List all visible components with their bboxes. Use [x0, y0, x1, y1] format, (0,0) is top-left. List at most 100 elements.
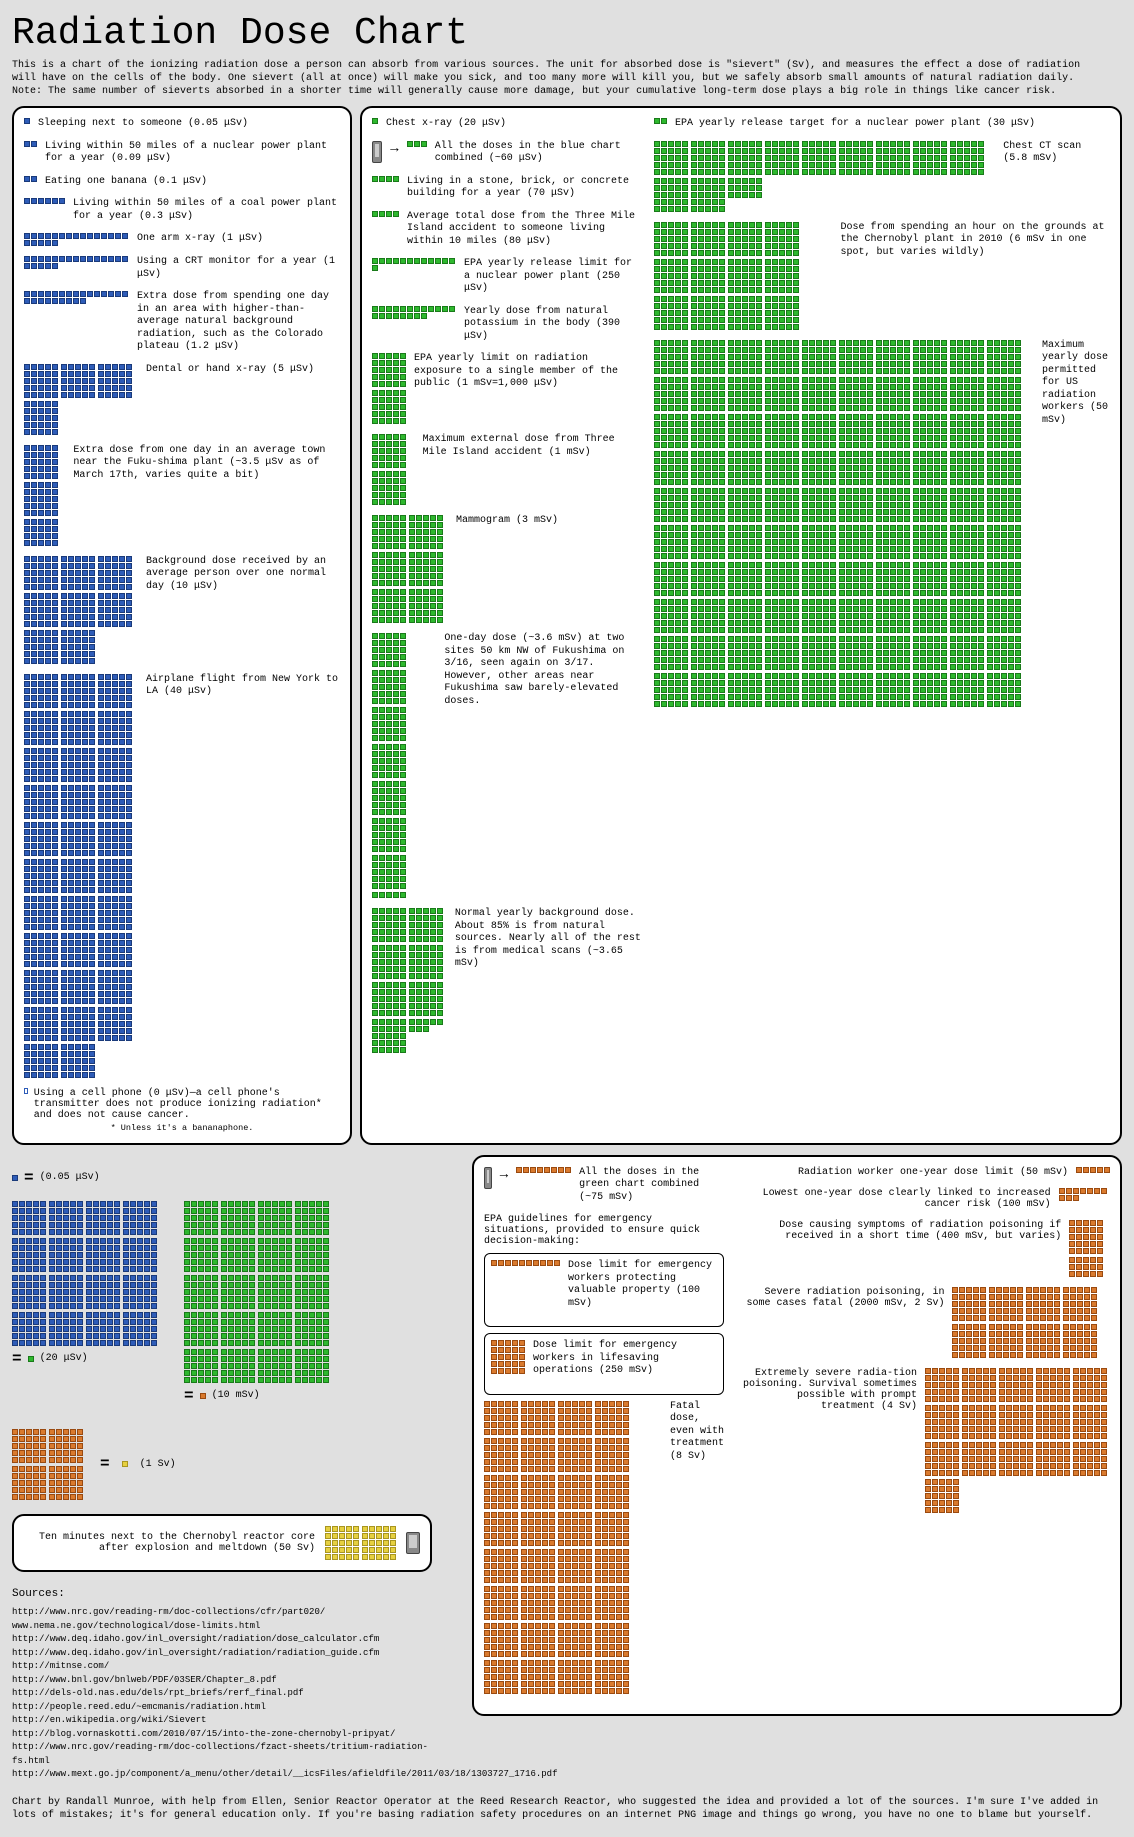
- dose-item: One-day dose (~3.6 mSv) at two sites 50 …: [372, 633, 642, 898]
- dose-label: Living within 50 miles of a nuclear powe…: [45, 141, 340, 166]
- dose-label: Dose limit for emergency workers in life…: [533, 1340, 717, 1378]
- dose-item: Dose from spending an hour on the ground…: [654, 222, 1110, 330]
- dose-blocks: [1076, 1167, 1110, 1173]
- dose-blocks: [24, 556, 138, 664]
- sources-title: Sources:: [12, 1586, 452, 1603]
- cellphone-note: Using a cell phone (0 μSv)—a cell phone'…: [34, 1088, 340, 1121]
- dose-item: Average total dose from the Three Mile I…: [372, 211, 642, 249]
- dose-blocks: [24, 118, 30, 124]
- phone-icon: [372, 141, 382, 163]
- dose-label: EPA yearly release target for a nuclear …: [675, 118, 1035, 131]
- legend-blue: =(0.05 μSv): [12, 1169, 452, 1187]
- dose-blocks: [24, 674, 138, 1078]
- dose-label: Mammogram (3 mSv): [456, 515, 558, 528]
- dose-label: Living within 50 miles of a coal power p…: [73, 198, 340, 223]
- dose-item: Maximum yearly dose permitted for US rad…: [654, 340, 1110, 707]
- dose-label: One arm x-ray (1 μSv): [137, 233, 263, 246]
- source-url: http://en.wikipedia.org/wiki/Sievert: [12, 1714, 452, 1728]
- dose-label: Extra dose from one day in an average to…: [73, 445, 340, 483]
- arrow-icon: →: [500, 1167, 508, 1183]
- dose-blocks: [24, 198, 65, 204]
- dose-blocks: [372, 515, 448, 623]
- dose-item: Dose limit for emergency workers in life…: [491, 1340, 717, 1378]
- dose-label: Fatal dose, even with treatment (8 Sv): [670, 1401, 724, 1464]
- phone-icon: [406, 1532, 420, 1554]
- dose-label: Dose from spending an hour on the ground…: [840, 222, 1110, 260]
- dose-item: Severe radiation poisoning, in some case…: [738, 1287, 1110, 1358]
- legend-yellow-label: (1 Sv): [140, 1459, 176, 1470]
- dose-label: Living in a stone, brick, or concrete bu…: [407, 176, 642, 201]
- dose-item: EPA yearly release limit for a nuclear p…: [372, 258, 642, 296]
- phone-icon: [484, 1167, 492, 1189]
- intro-text: This is a chart of the ionizing radiatio…: [12, 59, 1092, 98]
- dose-item: Yearly dose from natural potassium in th…: [372, 306, 642, 344]
- dose-item: Extra dose from one day in an average to…: [24, 445, 340, 546]
- dose-item: Chest CT scan (5.8 mSv): [654, 141, 1110, 212]
- dose-item: Dental or hand x-ray (5 μSv): [24, 364, 340, 435]
- dose-label: Eating one banana (0.1 μSv): [45, 176, 207, 189]
- dose-label: Using a CRT monitor for a year (1 μSv): [137, 256, 340, 281]
- dose-blocks: [372, 258, 456, 271]
- source-url: http://www.nrc.gov/reading-rm/doc-collec…: [12, 1606, 452, 1620]
- dose-label: Lowest one-year dose clearly linked to i…: [738, 1188, 1051, 1210]
- bananaphone-note: * Unless it's a bananaphone.: [24, 1123, 340, 1133]
- dose-item: Dose causing symptoms of radiation poiso…: [738, 1220, 1110, 1277]
- dose-label: Dental or hand x-ray (5 μSv): [146, 364, 314, 377]
- chernobyl-label: Ten minutes next to the Chernobyl reacto…: [24, 1532, 315, 1554]
- dose-item: Chest x-ray (20 μSv): [372, 118, 642, 131]
- dose-item: Eating one banana (0.1 μSv): [24, 176, 340, 189]
- dose-blocks: [372, 176, 399, 182]
- dose-item: Radiation worker one-year dose limit (50…: [738, 1167, 1110, 1178]
- dose-label: All the doses in the green chart combine…: [579, 1167, 724, 1205]
- source-url: http://mitnse.com/: [12, 1660, 452, 1674]
- dose-label: EPA yearly limit on radiation exposure t…: [414, 353, 642, 391]
- dose-blocks: [491, 1340, 525, 1374]
- dose-item: Maximum external dose from Three Mile Is…: [372, 434, 642, 505]
- dose-item: Extra dose from spending one day in an a…: [24, 291, 340, 354]
- dose-blocks: [654, 141, 995, 212]
- dose-label: Normal yearly background dose. About 85%…: [455, 908, 642, 971]
- dose-label: One-day dose (~3.6 mSv) at two sites 50 …: [444, 633, 642, 708]
- dose-blocks: [484, 1401, 662, 1694]
- dose-label: Radiation worker one-year dose limit (50…: [798, 1167, 1068, 1178]
- dose-blocks: [407, 141, 427, 147]
- dose-label: Chest x-ray (20 μSv): [386, 118, 506, 131]
- source-url: http://www.bnl.gov/bnlweb/PDF/03SER/Chap…: [12, 1674, 452, 1688]
- dose-blocks: [372, 908, 447, 1053]
- empty-square-icon: [24, 1088, 28, 1094]
- dose-blocks: [1059, 1188, 1110, 1201]
- dose-label: Extra dose from spending one day in an a…: [137, 291, 340, 354]
- dose-item: →All the doses in the blue chart combine…: [372, 141, 642, 166]
- blue-panel: Sleeping next to someone (0.05 μSv) Livin…: [12, 106, 352, 1145]
- dose-label: Maximum external dose from Three Mile Is…: [423, 434, 642, 459]
- source-url: http://www.mext.go.jp/component/a_menu/o…: [12, 1768, 452, 1782]
- dose-blocks: [372, 633, 436, 898]
- dose-label: Average total dose from the Three Mile I…: [407, 211, 642, 249]
- dose-blocks: [24, 256, 129, 269]
- page-title: Radiation Dose Chart: [12, 12, 1122, 55]
- dose-blocks: [1069, 1220, 1110, 1277]
- source-url: http://www.nrc.gov/reading-rm/doc-collec…: [12, 1741, 452, 1768]
- dose-item: Living within 50 miles of a coal power p…: [24, 198, 340, 223]
- dose-item: Sleeping next to someone (0.05 μSv): [24, 118, 340, 131]
- dose-blocks: [24, 291, 129, 304]
- credit-text: Chart by Randall Munroe, with help from …: [12, 1796, 1122, 1822]
- dose-blocks: [24, 233, 129, 246]
- dose-blocks: [491, 1260, 560, 1266]
- dose-blocks: [516, 1167, 571, 1173]
- dose-blocks: [372, 211, 399, 217]
- dose-label: Dose causing symptoms of radiation poiso…: [738, 1220, 1061, 1242]
- sources-section: Sources: http://www.nrc.gov/reading-rm/d…: [12, 1586, 452, 1782]
- source-url: http://people.reed.edu/~emcmanis/radiati…: [12, 1701, 452, 1715]
- source-url: http://www.deq.idaho.gov/inl_oversight/r…: [12, 1647, 452, 1661]
- dose-item: Lowest one-year dose clearly linked to i…: [738, 1188, 1110, 1210]
- dose-blocks: [654, 222, 832, 330]
- dose-label: Severe radiation poisoning, in some case…: [738, 1287, 944, 1309]
- dose-item: Living within 50 miles of a nuclear powe…: [24, 141, 340, 166]
- dose-item: Background dose received by an average p…: [24, 556, 340, 664]
- dose-item: Using a CRT monitor for a year (1 μSv): [24, 256, 340, 281]
- source-url: www.nema.ne.gov/technological/dose-limit…: [12, 1620, 452, 1634]
- dose-blocks: [24, 141, 37, 147]
- dose-label: Airplane flight from New York to LA (40 …: [146, 674, 340, 699]
- dose-blocks: [952, 1287, 1110, 1358]
